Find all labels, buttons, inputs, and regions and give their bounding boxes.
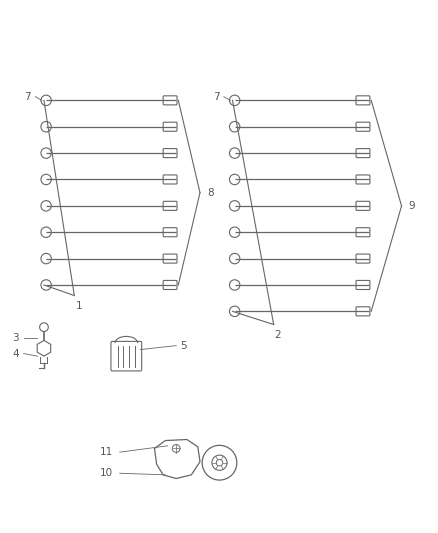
Text: 4: 4 — [13, 349, 19, 359]
Text: 3: 3 — [13, 333, 19, 343]
Text: 11: 11 — [100, 447, 113, 457]
Text: 2: 2 — [274, 330, 281, 340]
Text: 7: 7 — [24, 92, 31, 102]
Text: 5: 5 — [180, 341, 187, 351]
Text: 7: 7 — [212, 92, 219, 102]
Text: 10: 10 — [100, 469, 113, 478]
Text: 1: 1 — [75, 301, 82, 311]
Text: 8: 8 — [207, 188, 213, 198]
Text: 9: 9 — [407, 201, 414, 211]
